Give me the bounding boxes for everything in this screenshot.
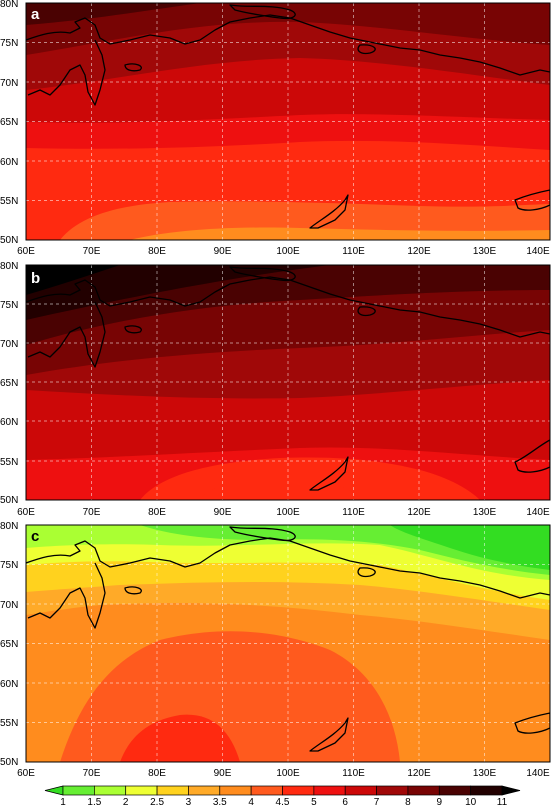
- colorbar-label: 8: [405, 797, 411, 807]
- panel-a: a: [25, 2, 551, 241]
- panel-a-label: a: [31, 6, 40, 23]
- x-tick: 60E: [17, 768, 35, 779]
- y-tick: 60N: [0, 679, 18, 690]
- panel-b: b: [25, 264, 551, 501]
- panel-a-x-ticks: 60E 70E 80E 90E 100E 110E 120E 130E 140E: [17, 246, 550, 257]
- colorbar-box: [470, 785, 503, 796]
- panel-b-x-ticks: 60E 70E 80E 90E 100E 110E 120E 130E 140E: [17, 507, 550, 518]
- x-tick: 90E: [214, 246, 232, 257]
- x-tick: 80E: [148, 507, 166, 518]
- colorbar-label: 9: [437, 797, 443, 807]
- y-tick: 55N: [0, 196, 18, 207]
- x-tick: 120E: [407, 768, 431, 779]
- x-tick: 140E: [526, 507, 550, 518]
- x-tick: 80E: [148, 246, 166, 257]
- colorbar-box: [188, 785, 221, 796]
- colorbar-box: [156, 785, 189, 796]
- y-tick: 80N: [0, 521, 18, 532]
- y-tick: 50N: [0, 757, 18, 768]
- y-tick: 60N: [0, 417, 18, 428]
- colorbar-label: 1: [60, 797, 66, 807]
- x-tick: 60E: [17, 246, 35, 257]
- x-tick: 100E: [276, 768, 300, 779]
- colorbar-box: [376, 785, 409, 796]
- x-tick: 60E: [17, 507, 35, 518]
- colorbar: 1 1.5 2 2.5 3 3.5 4 4.5 5 6 7 8 9 10 11: [44, 785, 521, 807]
- y-tick: 60N: [0, 157, 18, 168]
- y-tick: 75N: [0, 38, 18, 49]
- panel-c-x-ticks: 60E 70E 80E 90E 100E 110E 120E 130E 140E: [17, 768, 550, 779]
- x-tick: 140E: [526, 246, 550, 257]
- x-tick: 130E: [473, 246, 497, 257]
- colorbar-box: [125, 785, 158, 796]
- colorbar-low-end: [44, 785, 64, 796]
- colorbar-label: 10: [465, 797, 477, 807]
- colorbar-box: [344, 785, 377, 796]
- colorbar-box: [250, 785, 283, 796]
- y-tick: 55N: [0, 457, 18, 468]
- panel-a-frame: [25, 2, 551, 241]
- colorbar-label: 6: [342, 797, 348, 807]
- colorbar-box: [94, 785, 127, 796]
- x-tick: 100E: [276, 507, 300, 518]
- panel-c-y-ticks: 80N 75N 70N 65N 60N 55N 50N: [0, 521, 18, 768]
- colorbar-label: 3: [186, 797, 192, 807]
- x-tick: 80E: [148, 768, 166, 779]
- x-tick: 120E: [407, 246, 431, 257]
- colorbar-label: 11: [497, 797, 508, 807]
- x-tick: 100E: [276, 246, 300, 257]
- colorbar-label: 1.5: [87, 797, 101, 807]
- x-tick: 70E: [83, 507, 101, 518]
- panel-c-coastline: [26, 526, 550, 752]
- y-tick: 50N: [0, 235, 18, 246]
- y-tick: 55N: [0, 718, 18, 729]
- x-tick: 70E: [83, 246, 101, 257]
- colorbar-box: [62, 785, 95, 796]
- colorbar-label: 5: [311, 797, 317, 807]
- colorbar-box: [219, 785, 252, 796]
- x-tick: 70E: [83, 768, 101, 779]
- colorbar-label: 3.5: [213, 797, 227, 807]
- y-tick: 50N: [0, 495, 18, 506]
- colorbar-box: [313, 785, 346, 796]
- panel-c-frame: [25, 524, 551, 763]
- x-tick: 130E: [473, 768, 497, 779]
- y-tick: 80N: [0, 0, 18, 10]
- x-tick: 110E: [342, 768, 365, 779]
- y-tick: 70N: [0, 78, 18, 89]
- y-tick: 70N: [0, 600, 18, 611]
- panel-a-y-ticks: 80N 75N 70N 65N 60N 55N 50N: [0, 0, 18, 246]
- panel-b-coastline: [26, 266, 550, 491]
- colorbar-box: [438, 785, 471, 796]
- y-tick: 75N: [0, 560, 18, 571]
- panel-b-frame: [25, 264, 551, 501]
- y-tick: 65N: [0, 378, 18, 389]
- x-tick: 90E: [214, 768, 232, 779]
- colorbar-label: 4: [248, 797, 254, 807]
- y-tick: 75N: [0, 300, 18, 311]
- x-tick: 110E: [342, 246, 365, 257]
- x-tick: 90E: [214, 507, 232, 518]
- y-tick: 65N: [0, 117, 18, 128]
- y-tick: 65N: [0, 639, 18, 650]
- colorbar-box: [282, 785, 315, 796]
- colorbar-high-end: [501, 785, 521, 796]
- panel-b-label: b: [31, 270, 40, 287]
- panel-c-label: c: [31, 528, 39, 545]
- panel-b-y-ticks: 80N 75N 70N 65N 60N 55N 50N: [0, 261, 18, 506]
- y-tick: 70N: [0, 339, 18, 350]
- colorbar-label: 7: [374, 797, 380, 807]
- y-tick: 80N: [0, 261, 18, 272]
- panel-a-coastline: [26, 4, 550, 229]
- colorbar-box: [407, 785, 440, 796]
- panel-c: c: [25, 524, 551, 763]
- colorbar-label: 4.5: [276, 797, 290, 807]
- x-tick: 120E: [407, 507, 431, 518]
- colorbar-label: 2: [123, 797, 129, 807]
- colorbar-label: 2.5: [150, 797, 164, 807]
- x-tick: 110E: [342, 507, 365, 518]
- x-tick: 130E: [473, 507, 497, 518]
- x-tick: 140E: [526, 768, 550, 779]
